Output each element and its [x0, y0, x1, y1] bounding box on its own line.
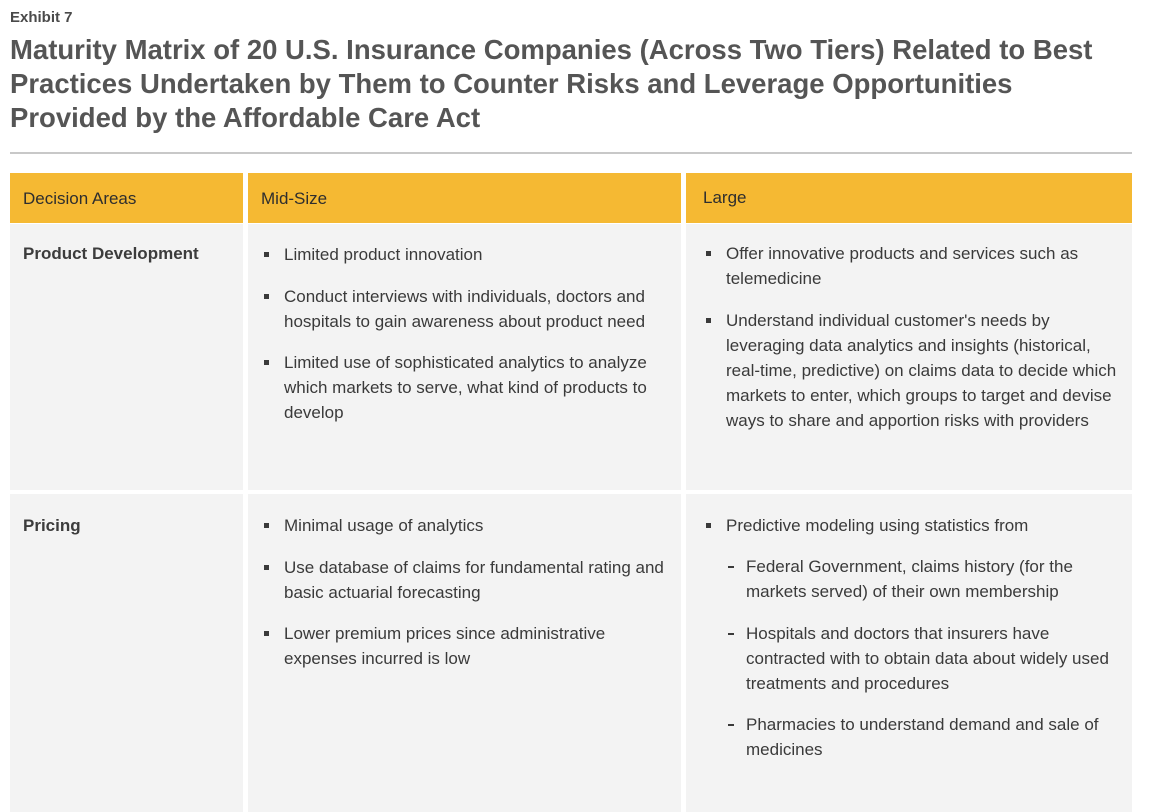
bullet-list: Offer innovative products and services s…	[704, 241, 1124, 449]
list-item-text: Understand individual customer's needs b…	[726, 310, 1117, 430]
row-pricing-area: Pricing	[10, 494, 243, 812]
title-divider	[10, 152, 1132, 154]
list-item: Understand individual customer's needs b…	[704, 308, 1124, 433]
header-large: Large	[686, 173, 1132, 223]
bullet-list: Limited product innovation Conduct inter…	[262, 242, 670, 442]
list-item: Predictive modeling using statistics fro…	[704, 513, 1124, 762]
header-label: Decision Areas	[23, 189, 137, 208]
decision-area-label: Pricing	[23, 516, 81, 535]
sub-list-item-text: Pharmacies to understand demand and sale…	[746, 715, 1099, 759]
sub-list-item: Pharmacies to understand demand and sale…	[726, 712, 1124, 762]
list-item: Limited use of sophisticated analytics t…	[262, 350, 670, 425]
header-label: Large	[703, 188, 747, 207]
list-item-text: Conduct interviews with individuals, doc…	[284, 286, 646, 331]
sub-list-item: Hospitals and doctors that insurers have…	[726, 621, 1124, 696]
list-item: Use database of claims for fundamental r…	[262, 555, 670, 605]
bullet-list: Minimal usage of analytics Use database …	[262, 513, 670, 688]
row-pricing-large: Predictive modeling using statistics fro…	[686, 494, 1132, 812]
row-product-development-mid: Limited product innovation Conduct inter…	[248, 224, 681, 490]
list-item: Minimal usage of analytics	[262, 513, 670, 538]
list-item-text: Lower premium prices since administrativ…	[284, 624, 606, 668]
header-mid-size: Mid-Size	[248, 173, 681, 223]
list-item-text: Minimal usage of analytics	[284, 516, 484, 535]
list-item-text: Predictive modeling using statistics fro…	[726, 516, 1029, 535]
bullet-list: Predictive modeling using statistics fro…	[704, 513, 1124, 779]
decision-area-label: Product Development	[23, 244, 199, 263]
sub-list-item: Federal Government, claims history (for …	[726, 554, 1124, 604]
sub-list-item-text: Hospitals and doctors that insurers have…	[746, 623, 1109, 693]
list-item-text: Limited use of sophisticated analytics t…	[284, 353, 647, 422]
list-item: Limited product innovation	[262, 242, 670, 267]
row-product-development-area: Product Development	[10, 224, 243, 490]
list-item: Lower premium prices since administrativ…	[262, 621, 670, 671]
header-label: Mid-Size	[261, 189, 328, 208]
list-item-text: Use database of claims for fundamental r…	[284, 557, 664, 602]
row-product-development-large: Offer innovative products and services s…	[686, 224, 1132, 490]
header-decision-areas: Decision Areas	[10, 173, 243, 223]
row-pricing-mid: Minimal usage of analytics Use database …	[248, 494, 681, 812]
sub-list-item-text: Federal Government, claims history (for …	[746, 557, 1073, 601]
list-item: Offer innovative products and services s…	[704, 241, 1124, 291]
page-title: Maturity Matrix of 20 U.S. Insurance Com…	[10, 34, 1093, 133]
list-item-text: Offer innovative products and services s…	[726, 244, 1079, 288]
sub-list: Federal Government, claims history (for …	[726, 554, 1124, 762]
exhibit-label: Exhibit 7	[10, 9, 73, 26]
list-item: Conduct interviews with individuals, doc…	[262, 284, 670, 334]
list-item-text: Limited product innovation	[284, 245, 483, 264]
